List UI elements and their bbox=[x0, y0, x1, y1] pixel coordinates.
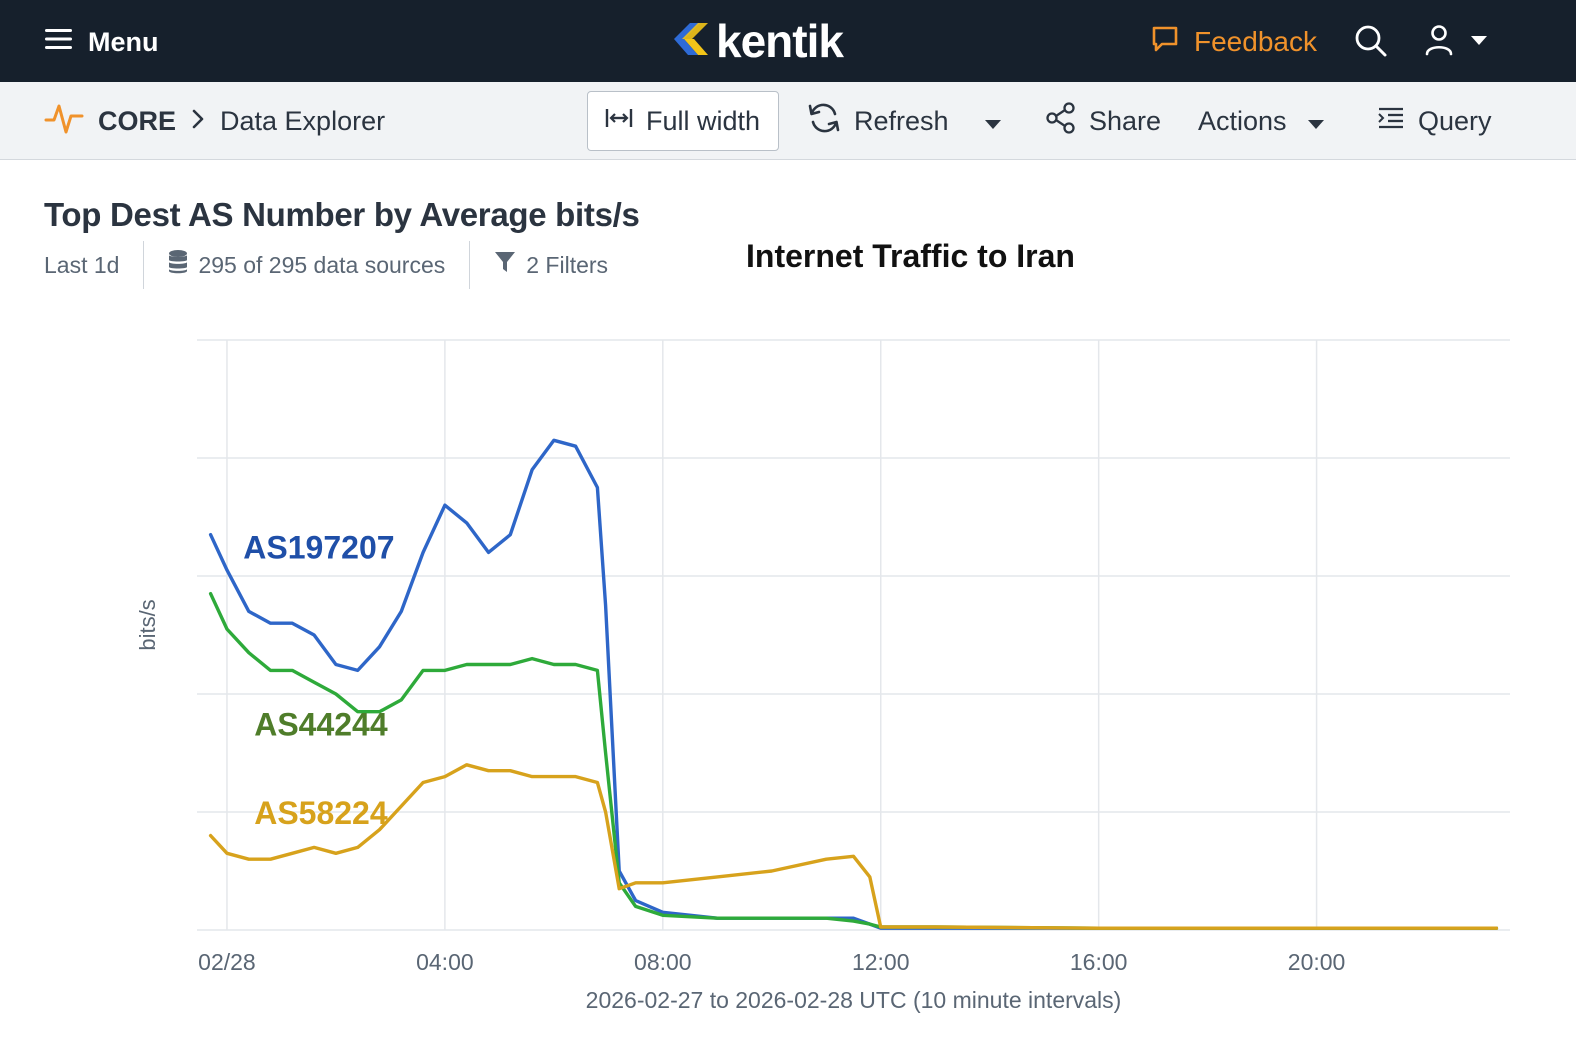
panel-title: Top Dest AS Number by Average bits/s bbox=[44, 196, 640, 233]
kentik-logo[interactable]: kentik bbox=[668, 15, 844, 67]
search-button[interactable] bbox=[1354, 24, 1390, 60]
full-width-label: Full width bbox=[646, 105, 761, 136]
series-line-as44244 bbox=[208, 592, 1499, 930]
breadcrumb-current-page: Data Explorer bbox=[220, 105, 386, 136]
share-icon bbox=[1045, 101, 1077, 141]
caret-down-icon bbox=[1470, 33, 1488, 51]
chart-annotation-title: Internet Traffic to Iran bbox=[746, 238, 1075, 274]
series-label-as197207: AS197207 bbox=[243, 529, 394, 565]
filter-icon bbox=[494, 250, 516, 280]
caret-down-icon bbox=[1307, 106, 1325, 137]
time-range-label: Last 1d bbox=[44, 251, 120, 278]
refresh-options-dropdown[interactable] bbox=[984, 91, 1002, 151]
y-axis-label: bits/s bbox=[135, 599, 160, 650]
kentik-logo-mark-icon bbox=[668, 19, 708, 64]
search-icon bbox=[1354, 25, 1388, 62]
actions-dropdown[interactable]: Actions bbox=[1198, 91, 1325, 151]
user-menu-button[interactable] bbox=[1424, 22, 1504, 62]
meta-divider bbox=[469, 241, 471, 289]
query-button[interactable]: Query bbox=[1376, 91, 1492, 151]
full-width-button[interactable]: Full width bbox=[587, 91, 779, 151]
feedback-label: Feedback bbox=[1194, 26, 1317, 57]
time-range-button[interactable]: Last 1d bbox=[44, 252, 119, 279]
chevron-right-icon bbox=[190, 106, 206, 137]
actions-label: Actions bbox=[1198, 105, 1287, 136]
hamburger-icon bbox=[44, 27, 74, 58]
breadcrumb: CORE Data Explorer bbox=[44, 100, 385, 142]
refresh-label: Refresh bbox=[854, 105, 949, 136]
x-tick-label: 04:00 bbox=[416, 949, 474, 975]
x-tick-label: 08:00 bbox=[634, 949, 692, 975]
database-icon bbox=[168, 249, 188, 281]
filters-label: 2 Filters bbox=[526, 251, 609, 278]
panel-meta: Last 1d 295 of 295 data sources 2 Filter… bbox=[44, 240, 608, 290]
x-tick-label: 20:00 bbox=[1288, 949, 1346, 975]
x-tick-label: 12:00 bbox=[852, 949, 910, 975]
line-chart-svg: AS197207 AS44244 AS58224 02/28 04:00 08:00 12… bbox=[135, 339, 1510, 1013]
series-line-as58224 bbox=[208, 763, 1499, 930]
filters-button[interactable]: 2 Filters bbox=[494, 250, 608, 280]
speech-bubble-icon bbox=[1150, 24, 1180, 61]
list-indent-icon bbox=[1376, 105, 1406, 138]
meta-divider bbox=[143, 241, 145, 289]
share-button[interactable]: Share bbox=[1045, 91, 1161, 151]
x-tick-label: 02/28 bbox=[198, 949, 256, 975]
logo-text: kentik bbox=[716, 15, 844, 67]
x-axis-label: 2026-02-27 to 2026-02-28 UTC (10 minute … bbox=[586, 987, 1122, 1013]
menu-label: Menu bbox=[88, 26, 159, 57]
menu-button[interactable]: Menu bbox=[44, 22, 159, 62]
user-icon bbox=[1424, 24, 1454, 61]
query-label: Query bbox=[1418, 105, 1492, 136]
feedback-button[interactable]: Feedback bbox=[1150, 22, 1317, 62]
line-chart: AS197207 AS44244 AS58224 02/28 04:00 08:00 12… bbox=[0, 300, 1576, 1030]
data-sources-label: 295 of 295 data sources bbox=[198, 251, 446, 278]
caret-down-icon bbox=[984, 106, 1002, 137]
refresh-icon bbox=[806, 102, 842, 141]
page-toolbar: CORE Data Explorer Full width Refresh Sh… bbox=[0, 82, 1576, 160]
x-tick-label: 16:00 bbox=[1070, 949, 1128, 975]
data-sources-button[interactable]: 295 of 295 data sources bbox=[168, 249, 445, 281]
series-label-as58224: AS58224 bbox=[254, 795, 388, 831]
breadcrumb-root-link[interactable]: CORE bbox=[98, 105, 177, 136]
refresh-button[interactable]: Refresh bbox=[806, 91, 949, 151]
expand-horizontal-icon bbox=[604, 106, 634, 137]
top-navigation-bar: Menu kentik Feedback bbox=[0, 0, 1576, 82]
share-label: Share bbox=[1089, 105, 1162, 136]
pulse-icon bbox=[44, 100, 84, 143]
series-label-as44244: AS44244 bbox=[254, 706, 388, 742]
